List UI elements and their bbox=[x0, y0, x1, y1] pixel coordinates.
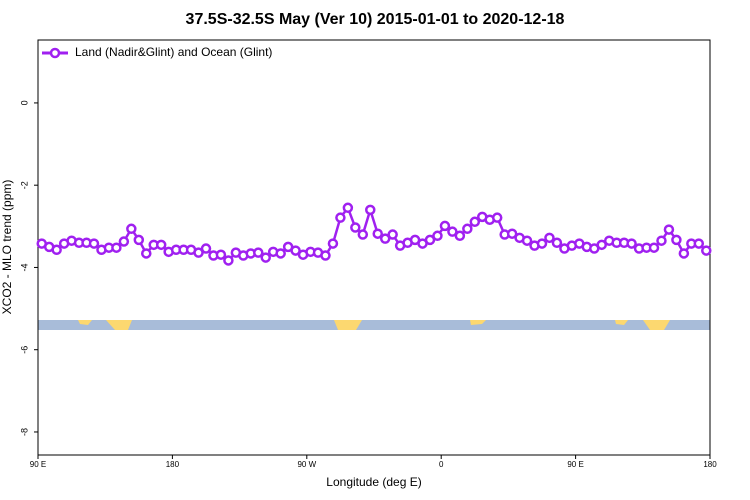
chart-title: 37.5S-32.5S May (Ver 10) 2015-01-01 to 2… bbox=[186, 11, 565, 28]
data-point bbox=[506, 228, 518, 239]
data-point bbox=[447, 226, 458, 237]
y-tick-label: -8 bbox=[19, 428, 29, 436]
y-axis-label: XCO2 - MLO trend (ppm) bbox=[0, 180, 14, 315]
data-point bbox=[290, 245, 301, 256]
x-tick-label: 90 E bbox=[30, 460, 46, 469]
data-point bbox=[365, 204, 376, 216]
data-point bbox=[663, 224, 675, 235]
data-point bbox=[491, 212, 503, 223]
data-point bbox=[656, 235, 667, 246]
data-point bbox=[200, 243, 212, 254]
data-point bbox=[51, 244, 62, 256]
data-point bbox=[215, 249, 227, 260]
y-tick-label: -2 bbox=[19, 181, 29, 189]
data-point bbox=[350, 222, 361, 233]
data-point bbox=[88, 238, 100, 249]
data-point bbox=[693, 238, 705, 249]
data-point bbox=[544, 232, 555, 244]
y-tick-label: 0 bbox=[19, 100, 29, 105]
data-point bbox=[342, 202, 354, 214]
data-point bbox=[439, 220, 451, 232]
data-point bbox=[671, 234, 682, 246]
data-point bbox=[260, 252, 271, 263]
data-point bbox=[432, 230, 443, 242]
data-point bbox=[253, 247, 264, 258]
data-point bbox=[454, 230, 466, 242]
data-point bbox=[111, 242, 122, 253]
x-tick-label: 90 W bbox=[297, 460, 316, 469]
data-point bbox=[275, 248, 286, 259]
legend-label: Land (Nadir&Glint) and Ocean (Glint) bbox=[75, 45, 272, 59]
data-point bbox=[193, 247, 204, 258]
x-tick-label: 180 bbox=[703, 460, 717, 469]
data-point bbox=[521, 235, 533, 246]
legend-marker bbox=[49, 47, 61, 59]
data-point bbox=[462, 223, 473, 235]
plot-frame bbox=[37, 39, 711, 456]
x-tick-label: 90 E bbox=[567, 460, 583, 469]
data-point bbox=[118, 236, 130, 247]
data-point bbox=[379, 233, 391, 244]
data-point bbox=[133, 234, 145, 246]
data-point bbox=[701, 245, 712, 256]
data-point bbox=[596, 239, 607, 251]
data-point bbox=[320, 250, 331, 261]
data-point bbox=[357, 229, 369, 240]
x-axis-label: Longitude (deg E) bbox=[326, 475, 421, 489]
data-point bbox=[424, 234, 436, 246]
data-point bbox=[469, 216, 481, 228]
data-point bbox=[626, 238, 637, 249]
data-point bbox=[648, 242, 660, 253]
x-tick-label: 180 bbox=[166, 460, 180, 469]
data-point bbox=[678, 248, 690, 259]
data-point bbox=[327, 238, 339, 249]
data-point bbox=[387, 229, 398, 240]
y-tick-label: -4 bbox=[19, 263, 29, 271]
y-tick-label: -6 bbox=[19, 346, 29, 354]
legend: Land (Nadir&Glint) and Ocean (Glint) bbox=[42, 45, 272, 59]
map-strip bbox=[38, 320, 710, 330]
data-point bbox=[126, 223, 137, 235]
x-tick-label: 0 bbox=[439, 460, 444, 469]
data-point bbox=[536, 238, 548, 249]
data-point bbox=[335, 212, 346, 223]
data-point bbox=[155, 239, 167, 251]
data-point bbox=[223, 255, 234, 266]
data-point bbox=[551, 237, 563, 249]
data-point bbox=[141, 248, 152, 259]
data-point bbox=[372, 228, 383, 239]
